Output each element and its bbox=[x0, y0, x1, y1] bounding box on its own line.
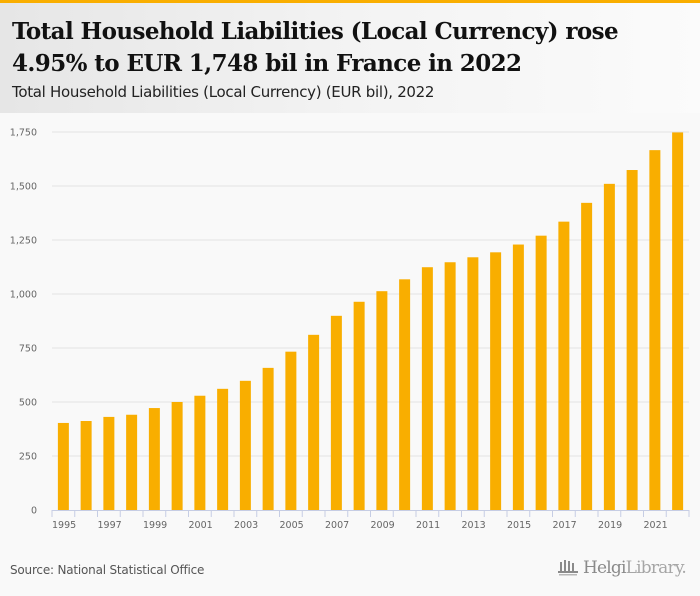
x-tick-label: 2009 bbox=[371, 520, 395, 531]
chart-title: Total Household Liabilities (Local Curre… bbox=[12, 18, 619, 77]
y-tick-label: 1,750 bbox=[10, 128, 37, 139]
x-tick-label: 2005 bbox=[280, 520, 304, 531]
logo-text-bold: Helgi bbox=[582, 558, 626, 578]
x-tick-label: 2003 bbox=[234, 520, 258, 531]
bar bbox=[444, 262, 456, 510]
bars bbox=[57, 132, 684, 511]
y-tick-label: 0 bbox=[31, 506, 37, 517]
x-tick-label: 1999 bbox=[143, 520, 167, 531]
helgi-library-logo[interactable]: HelgiLibrary. bbox=[557, 558, 687, 578]
bar bbox=[239, 380, 251, 510]
bar bbox=[80, 421, 92, 510]
bar bbox=[626, 170, 638, 510]
y-tick-label: 1,250 bbox=[10, 236, 37, 247]
x-tick-label: 2013 bbox=[462, 520, 486, 531]
bar bbox=[308, 334, 320, 510]
x-tick-label: 2015 bbox=[507, 520, 531, 531]
y-tick-label: 500 bbox=[19, 398, 37, 409]
bar bbox=[672, 132, 684, 510]
bar bbox=[467, 257, 479, 510]
bar bbox=[421, 267, 433, 510]
bar bbox=[148, 408, 160, 510]
x-tick-label: 1995 bbox=[52, 520, 76, 531]
y-tick-label: 1,500 bbox=[10, 182, 37, 193]
x-tick-label: 2021 bbox=[644, 520, 668, 531]
library-building-icon bbox=[557, 560, 578, 576]
y-tick-label: 1,000 bbox=[10, 290, 37, 301]
logo-text: HelgiLibrary. bbox=[582, 558, 687, 578]
bar bbox=[217, 388, 229, 510]
y-tick-label: 250 bbox=[19, 452, 37, 463]
bar bbox=[262, 367, 274, 510]
bar bbox=[535, 235, 547, 510]
accent-bar bbox=[0, 0, 700, 3]
bar bbox=[353, 301, 365, 510]
chart-subtitle: Total Household Liabilities (Local Curre… bbox=[12, 83, 435, 101]
header: Total Household Liabilities (Local Curre… bbox=[0, 3, 700, 113]
x-tick-label: 2001 bbox=[189, 520, 213, 531]
logo-text-light: Library. bbox=[625, 558, 687, 578]
x-tick-label: 2017 bbox=[553, 520, 577, 531]
bar bbox=[171, 402, 183, 510]
bar bbox=[581, 202, 593, 510]
bar bbox=[399, 279, 411, 510]
x-tick-label: 1997 bbox=[98, 520, 122, 531]
bar bbox=[126, 414, 138, 510]
x-axis: 1995 1997 1999 2001 2003 2005 2007 2009 2011 2013… bbox=[51, 510, 690, 531]
x-tick-label: 2019 bbox=[598, 520, 622, 531]
bar bbox=[57, 422, 69, 510]
bar bbox=[558, 221, 570, 510]
x-tick-label: 2007 bbox=[325, 520, 349, 531]
y-axis-labels: 0 250 500 750 1,000 1,250 1,500 1,750 bbox=[10, 128, 37, 517]
gridlines bbox=[52, 131, 689, 457]
bar bbox=[330, 315, 342, 510]
x-tick-label: 2011 bbox=[416, 520, 440, 531]
bar bbox=[103, 416, 115, 510]
bar bbox=[490, 252, 502, 510]
bar bbox=[603, 183, 615, 510]
bar bbox=[512, 244, 524, 510]
bar bbox=[194, 395, 206, 510]
source-note: Source: National Statistical Office bbox=[10, 563, 205, 577]
bar bbox=[285, 351, 297, 510]
bar bbox=[376, 291, 388, 510]
bar bbox=[649, 150, 661, 511]
y-tick-label: 750 bbox=[19, 344, 37, 355]
